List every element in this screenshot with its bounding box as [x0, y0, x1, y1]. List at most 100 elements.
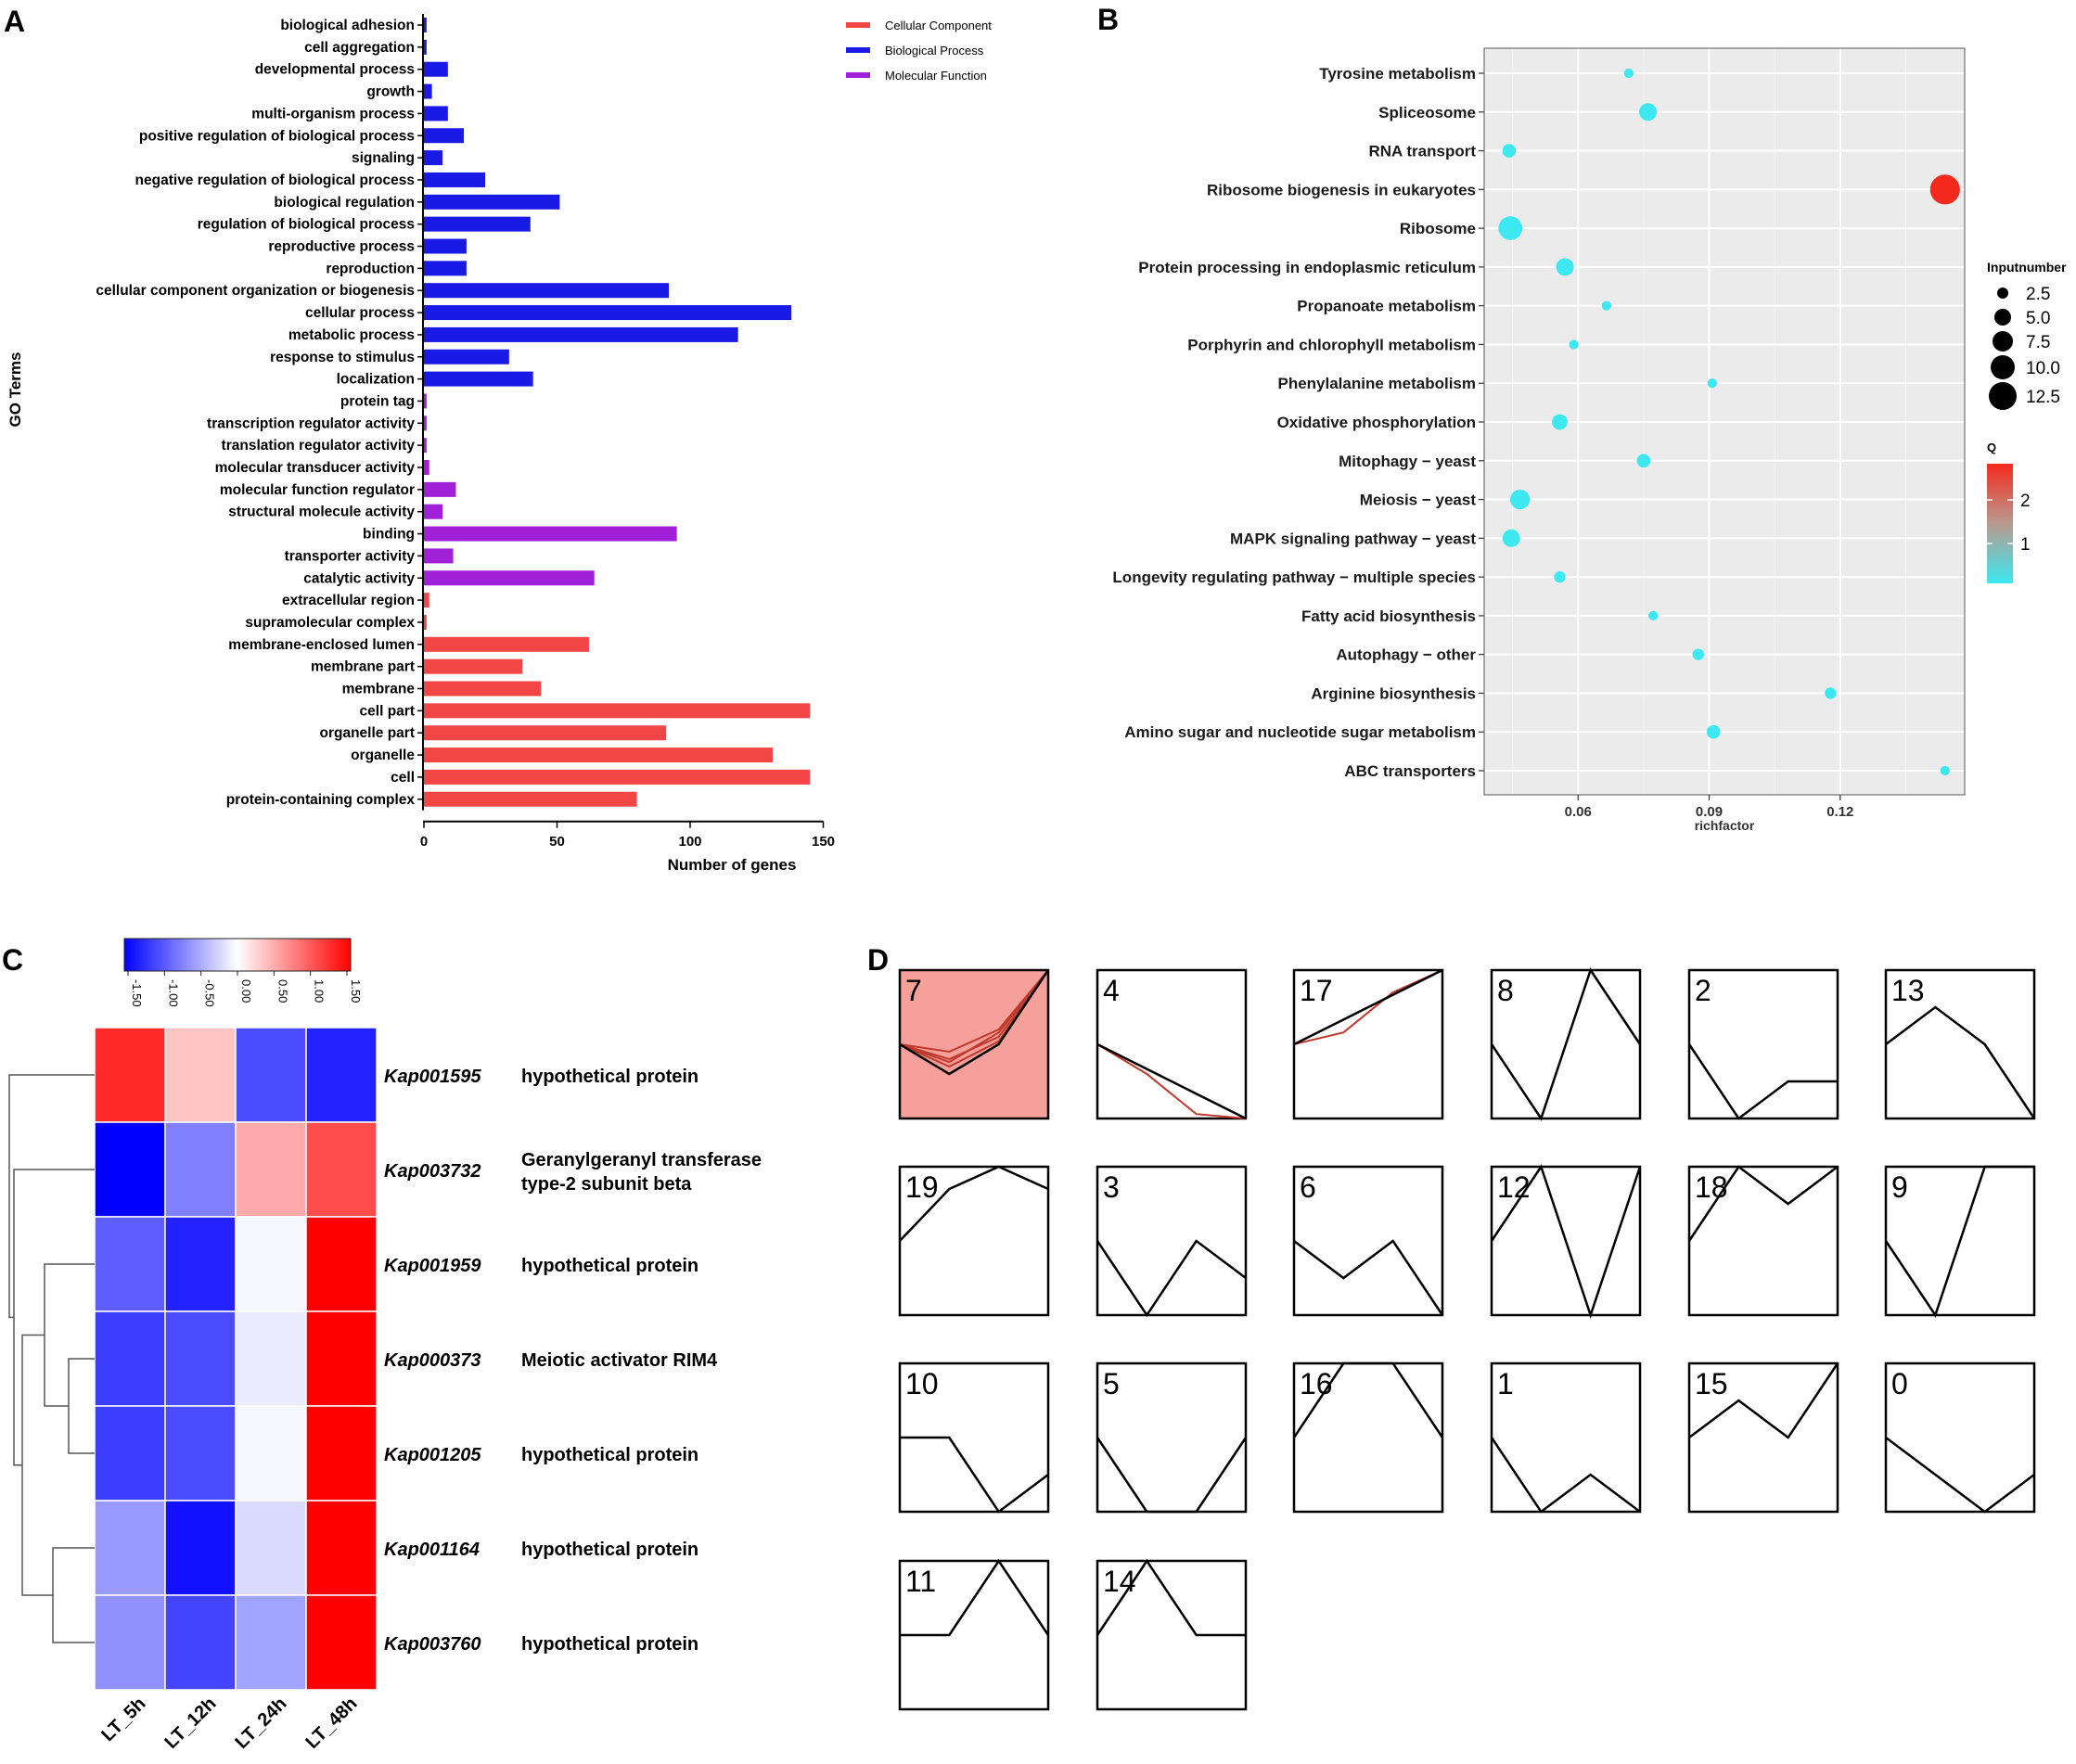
profile-line	[899, 969, 1050, 1076]
size-legend-label: 12.5	[2026, 388, 2060, 407]
pathway-label: Tyrosine metabolism	[1319, 65, 1476, 83]
panel-label-b: B	[1097, 3, 1119, 36]
pathway-label: Ribosome biogenesis in eukaryotes	[1207, 181, 1476, 198]
bar-molecular	[424, 526, 677, 542]
heatmap-cell	[305, 1500, 378, 1596]
pathway-label: Longevity regulating pathway − multiple …	[1112, 569, 1476, 586]
gene-desc-label: hypothetical protein	[521, 1540, 698, 1560]
bubble-point	[1556, 258, 1574, 276]
bar-biological	[424, 39, 427, 55]
heatmap-cell	[305, 1121, 378, 1218]
heatmap-cell	[94, 1121, 166, 1218]
bar-cellular	[424, 636, 589, 652]
color-legend-bar	[1987, 464, 2013, 583]
gene-desc-label: Geranylgeranyl transferase	[521, 1150, 762, 1170]
pathway-label: Fatty acid biosynthesis	[1301, 607, 1476, 625]
x-tick-label: 150	[812, 834, 835, 850]
size-legend-dot	[1989, 382, 2017, 410]
heatmap-cell	[94, 1405, 166, 1502]
pathway-label: Protein processing in endoplasmic reticu…	[1138, 259, 1476, 276]
bubble-point	[1707, 378, 1717, 389]
go-term-label: metabolic process	[288, 327, 415, 343]
profile-label: 1	[1497, 1367, 1514, 1400]
bar-biological	[424, 326, 738, 342]
pathway-label: Mitophagy − yeast	[1339, 453, 1476, 470]
gene-id-label: Kap003760	[384, 1634, 481, 1655]
go-term-label: response to stimulus	[270, 350, 415, 365]
gene-desc-label: type-2 subunit beta	[521, 1174, 692, 1195]
legend-label: Biological Process	[885, 44, 984, 58]
bar-biological	[424, 150, 443, 166]
dendrogram-branch	[13, 1169, 95, 1466]
go-term-label: cell aggregation	[304, 40, 415, 56]
heatmap-cell	[305, 1594, 378, 1691]
plot-border	[1483, 47, 1966, 796]
heatmap-cell	[94, 1500, 166, 1596]
size-legend-label: 7.5	[2026, 333, 2050, 352]
heatmap-cell	[305, 1405, 378, 1502]
profile-label: 5	[1103, 1367, 1120, 1400]
gene-id-label: Kap001164	[384, 1540, 480, 1560]
heatmap-cell	[164, 1405, 237, 1502]
profile-line	[1687, 1043, 1838, 1120]
go-term-label: biological adhesion	[280, 18, 415, 33]
gene-id-label: Kap001959	[384, 1256, 481, 1276]
x-tick-label: 0.12	[1826, 804, 1853, 820]
colorbar-tick-label: 0.50	[276, 979, 289, 1003]
profile-line	[900, 1436, 1049, 1514]
profile-line	[899, 1165, 1049, 1242]
go-term-label: multi-organism process	[251, 106, 415, 121]
go-term-label: cellular process	[305, 305, 415, 321]
bubble-point	[1498, 216, 1523, 240]
dendrogram-branch	[21, 1334, 53, 1596]
bubble-point	[1554, 570, 1566, 583]
bar-cellular	[424, 658, 523, 674]
profile-member-line	[1096, 1043, 1247, 1119]
go-term-label: catalytic activity	[303, 570, 415, 586]
bar-molecular	[424, 393, 427, 409]
panel-label-c: C	[2, 943, 23, 977]
go-term-label: reproductive process	[268, 239, 415, 255]
go-term-label: cell	[391, 770, 415, 786]
go-bar-chart: biological adhesion cell aggregation devel…	[6, 14, 992, 874]
profile-label: 18	[1695, 1170, 1728, 1204]
heatmap-cell	[164, 1310, 237, 1407]
go-term-label: structural molecule activity	[228, 505, 415, 520]
profile-label: 11	[905, 1565, 936, 1598]
bar-molecular	[424, 481, 456, 497]
bar-biological	[424, 261, 467, 276]
profile-label: 16	[1300, 1367, 1333, 1400]
heatmap-cell	[164, 1027, 237, 1123]
profile-box	[1096, 1165, 1248, 1317]
go-term-label: membrane	[342, 682, 416, 697]
heatmap-cell	[235, 1216, 307, 1312]
bar-biological	[424, 305, 792, 321]
profile-box	[1884, 968, 2036, 1120]
go-term-label: cell part	[360, 703, 415, 719]
gene-desc-label: hypothetical protein	[521, 1256, 698, 1276]
go-term-label: growth	[366, 84, 415, 100]
dendrogram-branch	[44, 1263, 95, 1407]
go-term-label: signaling	[352, 150, 415, 166]
x-tick-label: 0.09	[1696, 804, 1723, 820]
go-term-label: binding	[363, 527, 415, 543]
profile-label: 3	[1103, 1170, 1120, 1204]
go-term-label: cellular component organization or bioge…	[96, 283, 415, 299]
profile-label: 4	[1103, 974, 1120, 1007]
y-axis-title: GO Terms	[6, 352, 24, 428]
profile-label: 12	[1497, 1170, 1531, 1204]
bubble-point	[1636, 454, 1651, 468]
heatmap-cell	[235, 1027, 307, 1123]
bar-molecular	[424, 460, 429, 475]
profile-line	[1490, 967, 1642, 1121]
x-tick-label: 0.06	[1565, 804, 1592, 820]
profile-label: 8	[1497, 974, 1514, 1007]
gene-desc-label: hypothetical protein	[521, 1067, 698, 1087]
profile-line	[1096, 1042, 1247, 1120]
go-term-label: negative regulation of biological proces…	[135, 173, 415, 188]
column-label: LT_24h	[232, 1694, 291, 1753]
color-legend-label: 1	[2020, 535, 2031, 555]
profile-label: 10	[905, 1367, 939, 1400]
bar-biological	[424, 128, 465, 144]
